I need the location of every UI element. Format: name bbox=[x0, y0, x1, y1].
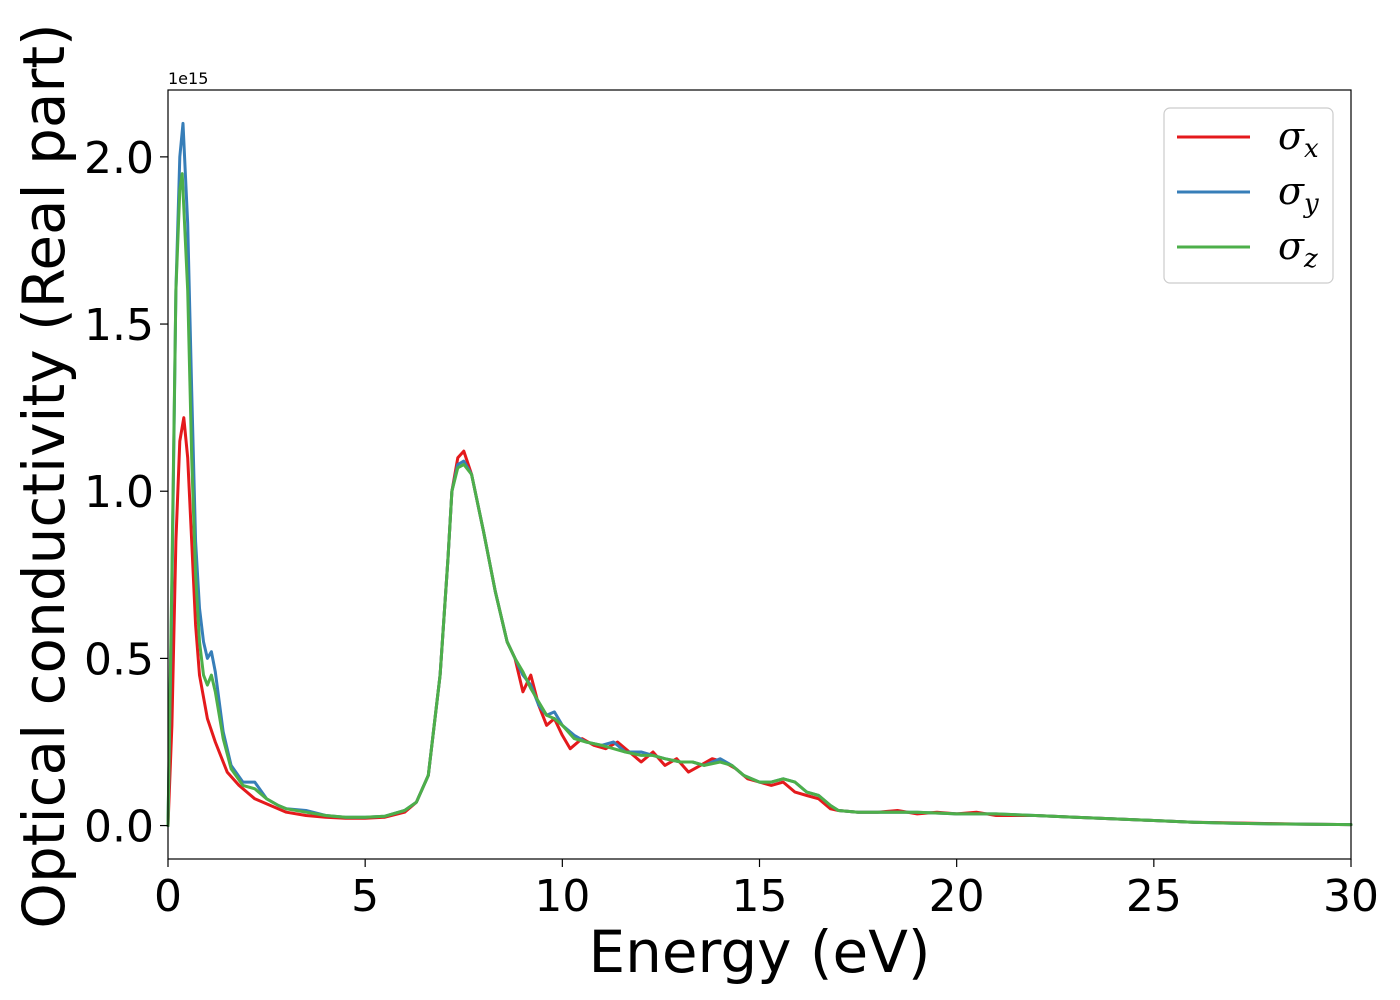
series-layer bbox=[166, 121, 1353, 828]
x-tick-label: 0 bbox=[154, 871, 182, 922]
legend-label-y: σy bbox=[1278, 169, 1319, 219]
y-tick-label: 1.0 bbox=[84, 467, 154, 518]
x-tick-label: 5 bbox=[351, 871, 379, 922]
legend-box bbox=[1163, 107, 1334, 284]
y-tick-label: 0.0 bbox=[84, 802, 154, 853]
x-axis: 0 5 10 15 20 25 30 bbox=[154, 859, 1379, 922]
y-axis: 0.0 0.5 1.0 1.5 2.0 bbox=[84, 133, 168, 853]
x-axis-label: Energy (eV) bbox=[588, 918, 930, 986]
y-tick-label: 0.5 bbox=[84, 634, 154, 685]
series-line-z bbox=[166, 172, 1353, 828]
y-tick-label: 1.5 bbox=[84, 300, 154, 351]
y-offset-label: 1e15 bbox=[168, 69, 208, 88]
x-tick-label: 10 bbox=[534, 871, 590, 922]
y-axis-label: Optical conductivity (Real part) bbox=[10, 23, 78, 928]
x-tick-label: 15 bbox=[732, 871, 788, 922]
series-line-x bbox=[166, 416, 1353, 828]
legend-label-x: σx bbox=[1278, 114, 1319, 164]
x-tick-label: 30 bbox=[1323, 871, 1379, 922]
x-tick-label: 20 bbox=[929, 871, 985, 922]
y-tick-label: 2.0 bbox=[84, 133, 154, 184]
x-tick-label: 25 bbox=[1126, 871, 1182, 922]
legend-label-z: σz bbox=[1278, 224, 1318, 274]
